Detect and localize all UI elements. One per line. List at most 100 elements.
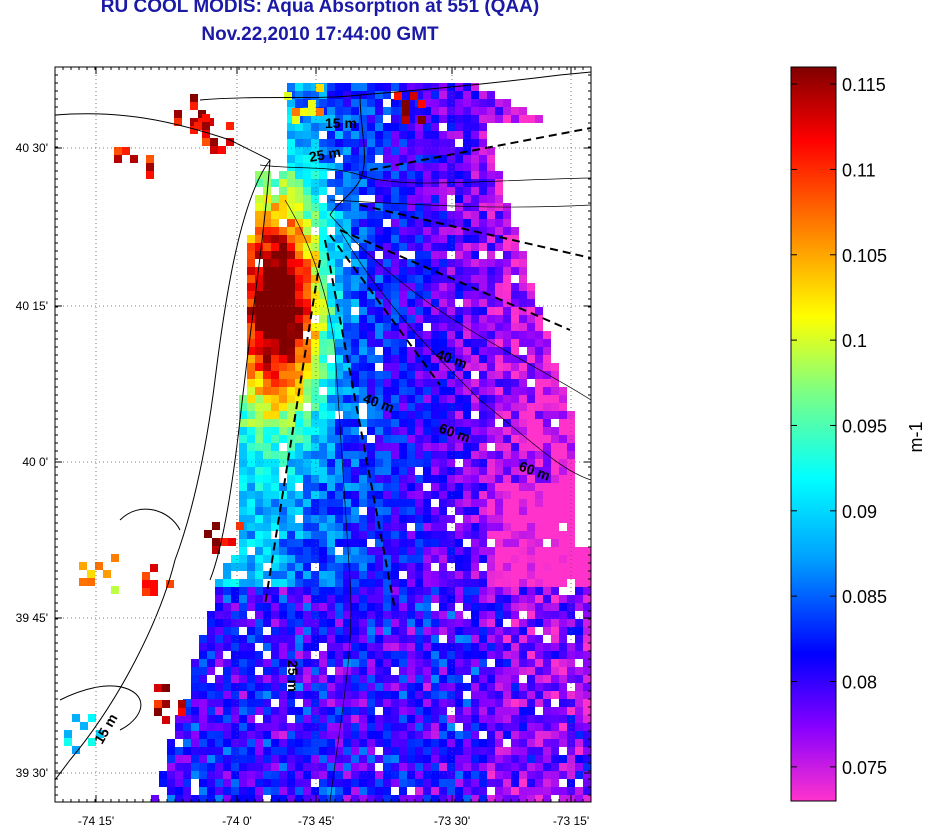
absorption-pixel	[479, 99, 487, 107]
absorption-pixel	[367, 715, 375, 723]
absorption-pixel	[439, 259, 447, 267]
absorption-pixel	[431, 547, 439, 555]
absorption-pixel	[503, 419, 511, 427]
absorption-pixel	[551, 619, 559, 627]
absorption-pixel	[263, 307, 271, 315]
absorption-pixel	[263, 675, 271, 683]
absorption-pixel	[351, 267, 359, 275]
absorption-pixel	[199, 667, 207, 675]
absorption-pixel	[399, 83, 407, 91]
absorption-pixel	[367, 411, 375, 419]
absorption-pixel	[503, 267, 511, 275]
absorption-pixel	[527, 643, 535, 651]
absorption-pixel	[271, 587, 279, 595]
absorption-pixel	[359, 739, 367, 747]
absorption-pixel	[407, 99, 415, 107]
absorption-pixel	[423, 123, 431, 131]
absorption-pixel	[415, 563, 423, 571]
absorption-pixel	[287, 395, 295, 403]
absorption-pixel	[583, 795, 591, 802]
absorption-pixel	[279, 667, 287, 675]
absorption-pixel	[327, 619, 335, 627]
absorption-pixel	[391, 259, 399, 267]
absorption-pixel	[207, 699, 215, 707]
absorption-pixel	[247, 475, 255, 483]
absorption-pixel	[343, 251, 351, 259]
absorption-pixel	[463, 699, 471, 707]
absorption-pixel	[375, 619, 383, 627]
absorption-pixel	[375, 147, 383, 155]
absorption-pixel	[463, 771, 471, 779]
absorption-pixel	[455, 291, 463, 299]
absorption-pixel	[327, 123, 335, 131]
absorption-pixel	[263, 291, 271, 299]
absorption-pixel	[399, 507, 407, 515]
absorption-pixel	[447, 531, 455, 539]
absorption-pixel	[479, 715, 487, 723]
absorption-pixel	[431, 107, 439, 115]
absorption-pixel	[423, 715, 431, 723]
absorption-pixel	[439, 163, 447, 171]
absorption-pixel	[495, 395, 503, 403]
absorption-pixel	[279, 251, 287, 259]
absorption-pixel	[535, 547, 543, 555]
absorption-pixel	[479, 483, 487, 491]
absorption-pixel	[335, 571, 343, 579]
absorption-pixel	[199, 643, 207, 651]
absorption-pixel	[487, 795, 495, 802]
absorption-pixel	[247, 427, 255, 435]
absorption-pixel	[543, 475, 551, 483]
absorption-pixel	[583, 627, 591, 635]
absorption-pixel	[287, 355, 295, 363]
absorption-pixel	[303, 283, 311, 291]
absorption-pixel	[527, 659, 535, 667]
absorption-pixel	[343, 635, 351, 643]
absorption-pixel	[263, 587, 271, 595]
absorption-pixel	[503, 411, 511, 419]
absorption-pixel	[263, 763, 271, 771]
absorption-pixel	[247, 627, 255, 635]
absorption-pixel	[415, 171, 423, 179]
absorption-pixel	[295, 403, 303, 411]
absorption-pixel	[311, 795, 319, 802]
absorption-pixel	[479, 539, 487, 547]
absorption-pixel	[535, 779, 543, 787]
absorption-pixel	[519, 363, 527, 371]
absorption-pixel	[295, 99, 303, 107]
absorption-pixel	[455, 435, 463, 443]
absorption-pixel	[495, 667, 503, 675]
absorption-pixel	[551, 491, 559, 499]
absorption-pixel	[303, 163, 311, 171]
absorption-pixel	[439, 219, 447, 227]
absorption-pixel	[527, 427, 535, 435]
absorption-pixel	[215, 683, 223, 691]
absorption-pixel	[343, 451, 351, 459]
absorption-pixel	[375, 483, 383, 491]
absorption-pixel	[190, 94, 198, 102]
absorption-pixel	[527, 603, 535, 611]
absorption-pixel	[399, 779, 407, 787]
absorption-pixel	[487, 691, 495, 699]
absorption-pixel	[367, 731, 375, 739]
absorption-pixel	[463, 251, 471, 259]
absorption-pixel	[335, 515, 343, 523]
absorption-pixel	[431, 771, 439, 779]
absorption-pixel	[487, 99, 495, 107]
absorption-pixel	[487, 347, 495, 355]
absorption-pixel	[239, 451, 247, 459]
absorption-pixel	[271, 427, 279, 435]
absorption-pixel	[383, 395, 391, 403]
absorption-pixel	[375, 219, 383, 227]
absorption-pixel	[535, 579, 543, 587]
absorption-pixel	[335, 443, 343, 451]
absorption-pixel	[343, 467, 351, 475]
absorption-pixel	[415, 195, 423, 203]
absorption-pixel	[391, 283, 399, 291]
absorption-pixel	[503, 283, 511, 291]
absorption-pixel	[215, 795, 223, 802]
absorption-pixel	[423, 771, 431, 779]
absorption-pixel	[407, 355, 415, 363]
absorption-pixel	[423, 467, 431, 475]
absorption-pixel	[359, 171, 367, 179]
absorption-pixel	[559, 451, 567, 459]
